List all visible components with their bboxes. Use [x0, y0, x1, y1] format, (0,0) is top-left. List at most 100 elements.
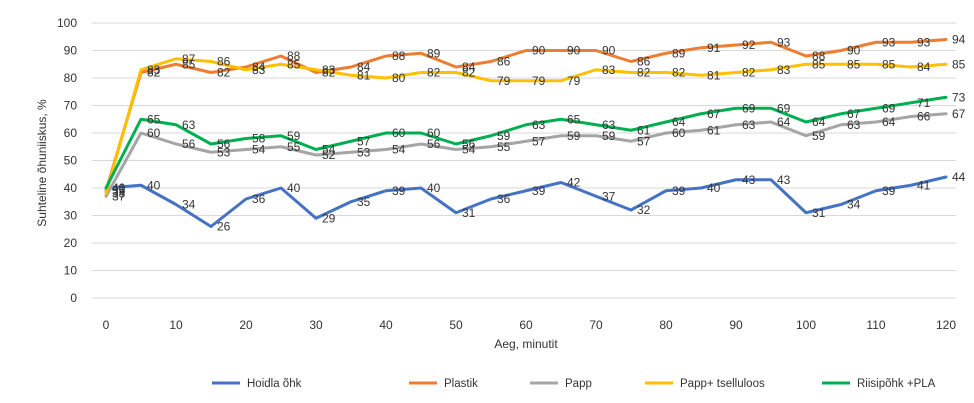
data-label: 83: [602, 63, 616, 77]
data-label: 56: [427, 137, 441, 151]
data-label: 26: [217, 220, 231, 234]
data-label: 79: [532, 74, 546, 88]
data-label: 82: [322, 66, 336, 80]
legend-label: Hoidla õhk: [247, 378, 302, 390]
data-label: 88: [287, 49, 301, 63]
x-tick-label: 20: [239, 318, 253, 332]
series-line: [104, 175, 948, 228]
y-tick-label: 50: [64, 154, 78, 168]
data-label: 53: [357, 145, 371, 159]
data-label: 84: [462, 60, 476, 74]
data-label: 40: [707, 181, 721, 195]
x-tick-label: 100: [796, 318, 816, 332]
data-label: 59: [812, 129, 826, 143]
data-label: 93: [882, 35, 896, 49]
data-label: 63: [182, 118, 196, 132]
data-label: 69: [742, 101, 756, 115]
data-label: 63: [742, 118, 756, 132]
x-tick-label: 60: [519, 318, 533, 332]
data-label: 90: [847, 44, 861, 58]
data-label: 36: [497, 192, 511, 206]
y-axis-title: Suhteline õhuniiskus, %: [35, 99, 49, 227]
y-tick-label: 30: [64, 209, 78, 223]
data-label: 39: [672, 184, 686, 198]
data-label: 71: [917, 96, 931, 110]
data-label: 93: [917, 35, 931, 49]
data-label: 59: [497, 129, 511, 143]
series-line: [104, 38, 948, 193]
data-label: 44: [952, 170, 966, 184]
data-label: 83: [252, 63, 266, 77]
data-label: 41: [917, 178, 931, 192]
data-label: 91: [707, 41, 721, 55]
data-label: 84: [357, 60, 371, 74]
x-tick-label: 50: [449, 318, 463, 332]
x-tick-label: 90: [729, 318, 743, 332]
data-label: 56: [182, 137, 196, 151]
y-axis-ticks: 0 10 20 30 40 50 60 70 80 90 100: [57, 16, 77, 305]
x-tick-label: 120: [936, 318, 956, 332]
series-line: [104, 57, 948, 195]
legend: Hoidla õhk Plastik Papp Papp+ tselluloos Rii…: [212, 378, 936, 390]
data-label: 85: [182, 57, 196, 71]
data-label: 55: [287, 140, 301, 154]
data-label: 85: [847, 57, 861, 71]
data-label: 40: [112, 181, 126, 195]
data-label: 34: [182, 198, 196, 212]
x-tick-label: 10: [169, 318, 183, 332]
data-label: 39: [392, 184, 406, 198]
data-label: 58: [252, 132, 266, 146]
data-label: 32: [637, 203, 651, 217]
data-label: 81: [707, 68, 721, 82]
data-label: 56: [217, 137, 231, 151]
y-tick-label: 100: [57, 16, 77, 30]
data-label: 83: [322, 63, 336, 77]
data-label: 86: [217, 55, 231, 69]
data-label: 92: [742, 38, 756, 52]
data-label: 35: [357, 195, 371, 209]
data-label: 66: [917, 110, 931, 124]
x-axis-title: Aeg, minutit: [494, 337, 558, 351]
data-label: 64: [777, 115, 791, 129]
x-axis-ticks: 0 10 20 30 40 50 60 70 80 90 100 110 120: [103, 318, 957, 332]
data-label: 93: [777, 35, 791, 49]
data-label: 67: [707, 107, 721, 121]
data-label: 94: [952, 33, 966, 47]
x-tick-label: 0: [103, 318, 110, 332]
y-tick-label: 20: [64, 236, 78, 250]
data-label: 84: [917, 60, 931, 74]
gridlines: [92, 22, 956, 299]
data-label: 89: [672, 46, 686, 60]
data-label: 65: [147, 112, 161, 126]
x-tick-label: 30: [309, 318, 323, 332]
legend-label: Riisipõhk +PLA: [857, 378, 936, 390]
data-label: 82: [462, 66, 476, 80]
legend-label: Papp: [565, 378, 592, 390]
data-label: 39: [112, 184, 126, 198]
data-label: 57: [637, 134, 651, 148]
data-label: 36: [252, 192, 266, 206]
legend-label: Plastik: [444, 378, 478, 390]
data-label: 61: [637, 123, 651, 137]
data-label: 40: [287, 181, 301, 195]
data-label: 65: [567, 112, 581, 126]
legend-label: Papp+ tselluloos: [680, 378, 765, 390]
data-label: 37: [112, 189, 126, 203]
data-label: 40: [147, 178, 161, 192]
data-label: 84: [252, 60, 266, 74]
data-label: 80: [392, 71, 406, 85]
x-tick-label: 110: [866, 318, 885, 332]
data-label: 79: [497, 74, 511, 88]
data-label: 90: [532, 44, 546, 58]
data-label: 73: [952, 90, 966, 104]
data-label: 61: [707, 123, 721, 137]
data-label: 86: [497, 55, 511, 69]
data-label: 85: [287, 57, 301, 71]
data-label: 63: [532, 118, 546, 132]
series-lines: [104, 38, 948, 228]
y-tick-label: 40: [64, 181, 78, 195]
data-label: 87: [182, 52, 196, 66]
